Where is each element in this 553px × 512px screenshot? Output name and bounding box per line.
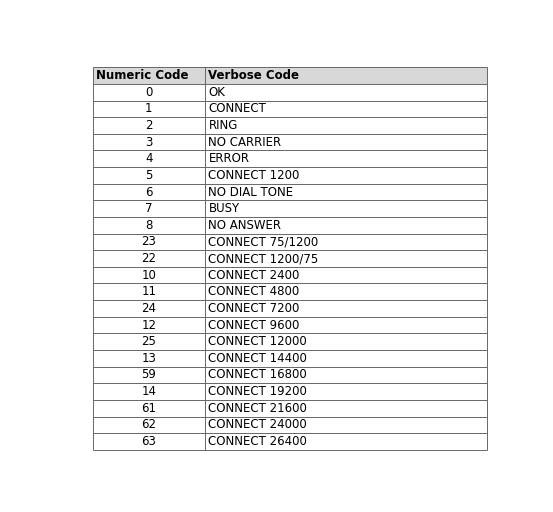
Text: 8: 8 bbox=[145, 219, 153, 232]
Text: 25: 25 bbox=[142, 335, 156, 348]
Text: 0: 0 bbox=[145, 86, 153, 99]
Text: NO CARRIER: NO CARRIER bbox=[208, 136, 281, 148]
Text: 22: 22 bbox=[142, 252, 156, 265]
Text: RING: RING bbox=[208, 119, 238, 132]
Text: CONNECT 1200/75: CONNECT 1200/75 bbox=[208, 252, 319, 265]
Text: CONNECT 4800: CONNECT 4800 bbox=[208, 285, 300, 298]
Text: 2: 2 bbox=[145, 119, 153, 132]
Text: 23: 23 bbox=[142, 236, 156, 248]
Text: Verbose Code: Verbose Code bbox=[208, 69, 300, 82]
Text: CONNECT 12000: CONNECT 12000 bbox=[208, 335, 307, 348]
Text: 10: 10 bbox=[142, 269, 156, 282]
Text: NO ANSWER: NO ANSWER bbox=[208, 219, 281, 232]
Text: CONNECT 21600: CONNECT 21600 bbox=[208, 402, 307, 415]
Text: 5: 5 bbox=[145, 169, 153, 182]
Text: 14: 14 bbox=[142, 385, 156, 398]
Text: CONNECT 16800: CONNECT 16800 bbox=[208, 369, 307, 381]
Text: NO DIAL TONE: NO DIAL TONE bbox=[208, 185, 294, 199]
Text: 12: 12 bbox=[142, 318, 156, 332]
Text: 6: 6 bbox=[145, 185, 153, 199]
Text: 61: 61 bbox=[142, 402, 156, 415]
Text: CONNECT 14400: CONNECT 14400 bbox=[208, 352, 307, 365]
Text: CONNECT 2400: CONNECT 2400 bbox=[208, 269, 300, 282]
Text: 59: 59 bbox=[142, 369, 156, 381]
Text: 11: 11 bbox=[142, 285, 156, 298]
Text: ERROR: ERROR bbox=[208, 152, 249, 165]
Text: 63: 63 bbox=[142, 435, 156, 448]
Text: CONNECT 9600: CONNECT 9600 bbox=[208, 318, 300, 332]
Text: 1: 1 bbox=[145, 102, 153, 115]
Text: CONNECT: CONNECT bbox=[208, 102, 267, 115]
Text: CONNECT 19200: CONNECT 19200 bbox=[208, 385, 307, 398]
Text: 13: 13 bbox=[142, 352, 156, 365]
Text: 7: 7 bbox=[145, 202, 153, 215]
Text: CONNECT 1200: CONNECT 1200 bbox=[208, 169, 300, 182]
Text: CONNECT 26400: CONNECT 26400 bbox=[208, 435, 307, 448]
Text: BUSY: BUSY bbox=[208, 202, 239, 215]
Text: CONNECT 7200: CONNECT 7200 bbox=[208, 302, 300, 315]
Text: CONNECT 75/1200: CONNECT 75/1200 bbox=[208, 236, 319, 248]
Text: CONNECT 24000: CONNECT 24000 bbox=[208, 418, 307, 431]
Bar bbox=[93, 68, 487, 84]
Text: 4: 4 bbox=[145, 152, 153, 165]
Text: 62: 62 bbox=[142, 418, 156, 431]
Text: 24: 24 bbox=[142, 302, 156, 315]
Text: OK: OK bbox=[208, 86, 226, 99]
Text: Numeric Code: Numeric Code bbox=[96, 69, 189, 82]
Text: 3: 3 bbox=[145, 136, 153, 148]
